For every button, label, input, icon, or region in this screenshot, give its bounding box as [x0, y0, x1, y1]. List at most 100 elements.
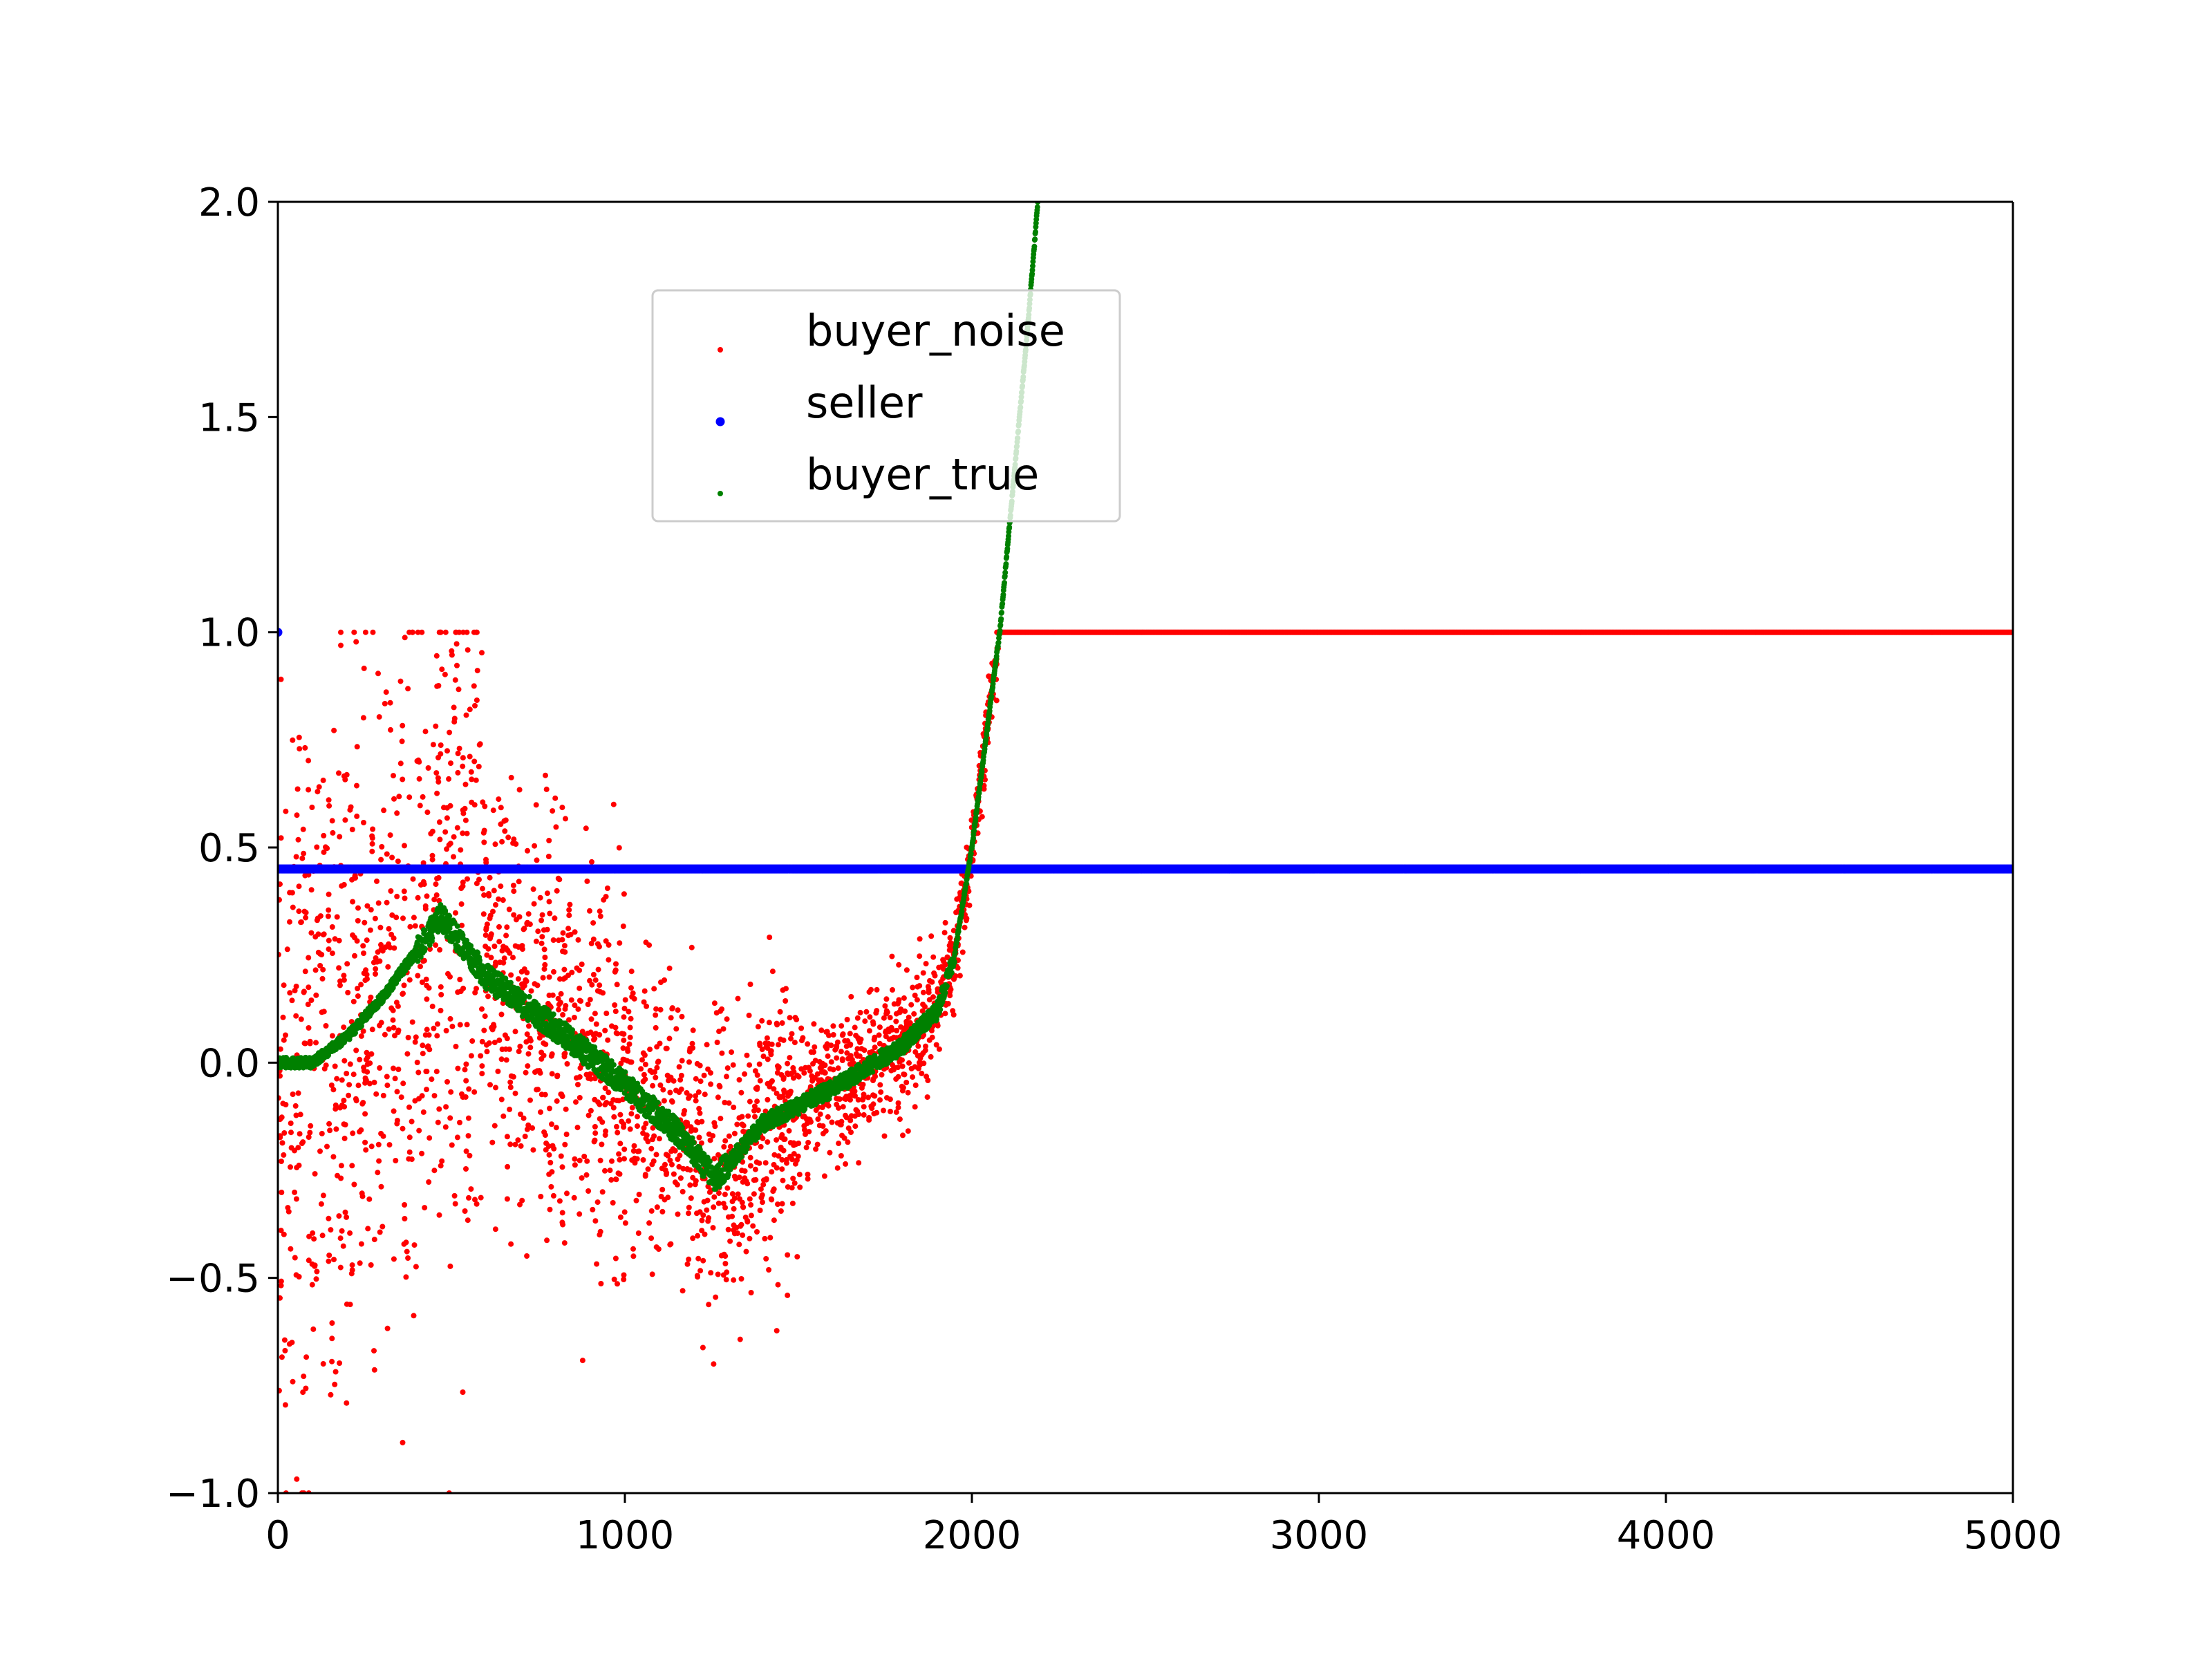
buyer-noise-point [366, 1196, 373, 1202]
buyer-noise-point [877, 1040, 883, 1047]
buyer-noise-point [459, 922, 465, 928]
buyer-noise-point [351, 1181, 357, 1188]
buyer-noise-point [377, 958, 383, 964]
buyer-noise-point [628, 1111, 635, 1117]
buyer-noise-point [455, 751, 461, 756]
buyer-noise-point [733, 1224, 740, 1230]
buyer-noise-point [349, 1262, 355, 1268]
buyer-noise-point [593, 1021, 599, 1027]
buyer-noise-point [479, 1071, 485, 1077]
buyer-noise-point [950, 928, 957, 934]
buyer-noise-point [412, 1039, 418, 1045]
buyer-noise-point [358, 1241, 364, 1247]
buyer-noise-point [765, 1139, 771, 1145]
buyer-noise-point [435, 1021, 440, 1027]
buyer-noise-point [774, 1020, 780, 1027]
buyer-noise-point [758, 1186, 764, 1192]
buyer-noise-point [329, 1358, 335, 1365]
buyer-noise-point [853, 1051, 859, 1057]
buyer-noise-point [518, 1112, 523, 1117]
buyer-noise-point [762, 1108, 769, 1114]
buyer-noise-point [896, 1009, 902, 1015]
buyer-noise-point [686, 1049, 693, 1055]
buyer-noise-point [279, 1190, 285, 1195]
buyer-noise-point [807, 1068, 813, 1074]
buyer-noise-point [785, 1252, 791, 1258]
buyer-noise-point [571, 1015, 577, 1020]
buyer-noise-point [769, 1169, 775, 1175]
buyer-noise-point [615, 1130, 621, 1136]
buyer-noise-point [455, 769, 461, 776]
buyer-noise-point [563, 1132, 570, 1137]
buyer-noise-point [631, 1143, 637, 1149]
buyer-noise-point [278, 1134, 283, 1141]
buyer-noise-point [503, 817, 509, 823]
buyer-noise-point [603, 1100, 610, 1106]
buyer-noise-point [484, 1049, 490, 1055]
buyer-noise-point [465, 876, 470, 882]
buyer-noise-point [614, 1123, 619, 1130]
buyer-noise-point [284, 946, 290, 953]
buyer-noise-point [755, 1107, 761, 1114]
buyer-noise-point [350, 1130, 356, 1136]
buyer-noise-point [801, 1123, 807, 1129]
buyer-noise-point [306, 955, 312, 961]
buyer-noise-point [650, 1082, 656, 1089]
buyer-noise-point [387, 700, 393, 706]
buyer-noise-point [314, 1268, 320, 1275]
buyer-noise-point [915, 1065, 921, 1071]
buyer-noise-point [781, 1089, 787, 1096]
buyer-noise-point [512, 1090, 518, 1096]
buyer-noise-point [612, 1024, 619, 1031]
buyer-noise-point [564, 1190, 570, 1197]
buyer-noise-point [718, 1116, 724, 1122]
buyer-noise-point [422, 906, 429, 912]
buyer-noise-point [471, 683, 477, 689]
buyer-noise-point [912, 1104, 918, 1110]
buyer-noise-point [328, 1391, 334, 1398]
buyer-noise-point [769, 1078, 775, 1084]
buyer-noise-point [525, 1063, 531, 1069]
buyer-noise-point [786, 1127, 792, 1134]
buyer-noise-point [789, 1156, 795, 1163]
buyer-noise-point [621, 1272, 627, 1278]
buyer-noise-point [768, 1196, 774, 1202]
buyer-noise-point [420, 958, 427, 964]
buyer-noise-point [739, 1199, 745, 1206]
buyer-noise-point [337, 1105, 343, 1111]
buyer-noise-point [620, 1045, 626, 1051]
buyer-noise-point [752, 1114, 758, 1120]
buyer-noise-point [492, 1226, 498, 1232]
buyer-noise-point [844, 1017, 850, 1022]
buyer-noise-point [626, 1118, 632, 1124]
buyer-noise-point [756, 1061, 762, 1067]
buyer-noise-point [326, 1121, 332, 1127]
buyer-noise-point [695, 1089, 702, 1095]
buyer-noise-point [467, 1152, 473, 1159]
buyer-noise-point [382, 700, 388, 706]
buyer-noise-point [615, 1031, 620, 1037]
buyer-noise-point [306, 1257, 312, 1264]
buyer-noise-point [950, 1012, 957, 1018]
buyer-noise-point [463, 1061, 469, 1067]
buyer-noise-point [696, 1134, 702, 1141]
buyer-noise-point [900, 1132, 906, 1138]
buyer-noise-point [771, 1152, 778, 1158]
buyer-noise-point [391, 935, 397, 941]
buyer-noise-point [628, 1015, 634, 1022]
buyer-noise-point [706, 1302, 712, 1308]
buyer-noise-point [301, 989, 307, 995]
buyer-noise-point [478, 1194, 484, 1201]
buyer-noise-point [572, 929, 578, 935]
buyer-noise-point [370, 826, 376, 832]
buyer-noise-point [597, 908, 603, 915]
buyer-noise-point [704, 1207, 710, 1213]
buyer-noise-point [737, 1336, 743, 1342]
buyer-noise-point [400, 915, 406, 921]
buyer-noise-point [756, 1160, 762, 1166]
buyer-noise-point [768, 1049, 774, 1055]
buyer-noise-point [377, 924, 384, 930]
buyer-noise-point [612, 967, 619, 973]
buyer-noise-point [340, 1243, 346, 1249]
